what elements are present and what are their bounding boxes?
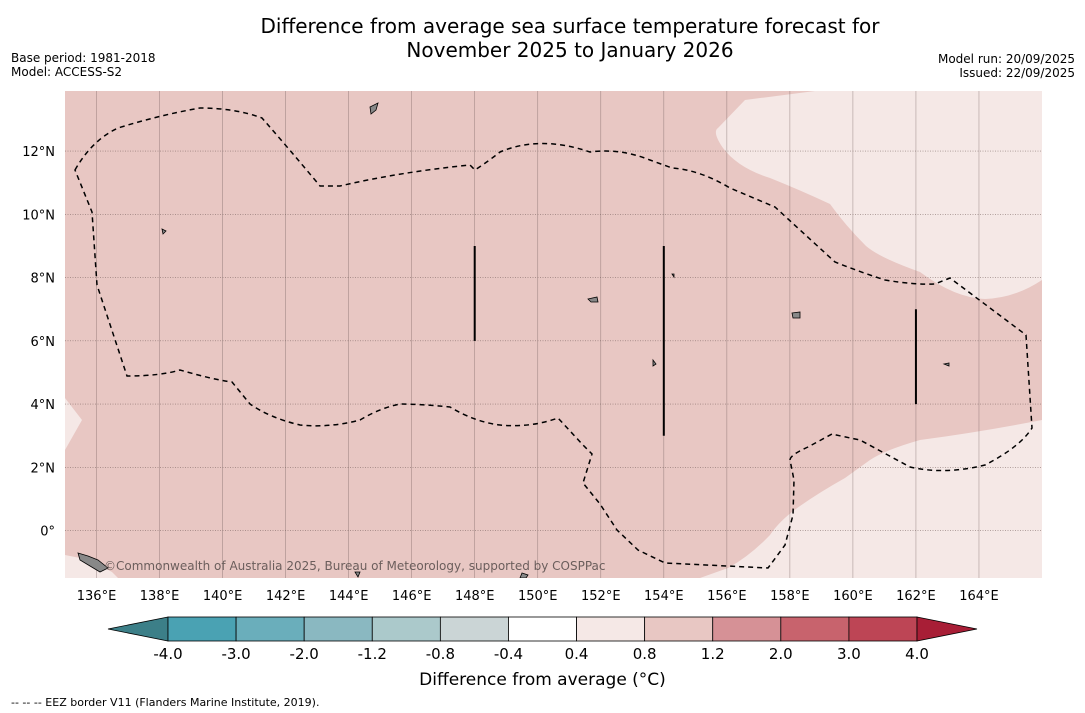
latitude-tick-label: 8°N bbox=[31, 272, 56, 287]
latitude-tick-label: 6°N bbox=[31, 335, 56, 350]
colorbar-bin bbox=[780, 616, 850, 642]
colorbar-bin bbox=[644, 616, 714, 642]
anomaly-region-0-4-to-0-8-west bbox=[65, 398, 82, 450]
meta-left: Base period: 1981-2018 Model: ACCESS-S2 bbox=[11, 51, 156, 79]
colorbar-tick-label: -3.0 bbox=[221, 645, 250, 663]
island-manus bbox=[519, 572, 529, 578]
latitude-axis-labels: 12°N 10°N 8°N 6°N 4°N 2°N 0° bbox=[22, 145, 55, 539]
colorbar-bin bbox=[167, 616, 237, 642]
island-pohnpei bbox=[791, 311, 801, 319]
island-small-1 bbox=[671, 273, 675, 279]
longitude-tick-label: 138°E bbox=[140, 589, 180, 604]
model-run-text: Model run: 20/09/2025 bbox=[937, 52, 1075, 66]
colorbar-tick-label: -0.8 bbox=[426, 645, 455, 663]
latitude-tick-label: 2°N bbox=[31, 461, 56, 476]
longitude-tick-label: 152°E bbox=[581, 589, 621, 604]
colorbar-tick-label: -4.0 bbox=[153, 645, 182, 663]
colorbar-extend-low bbox=[107, 616, 169, 642]
island-kosrae bbox=[942, 362, 950, 367]
colorbar-tick-label: 3.0 bbox=[837, 645, 861, 663]
longitude-tick-label: 136°E bbox=[77, 589, 117, 604]
colorbar-bin bbox=[439, 616, 509, 642]
latitude-tick-label: 10°N bbox=[22, 208, 55, 223]
island-small-3 bbox=[354, 571, 361, 578]
colorbar-bin bbox=[508, 616, 577, 642]
eez-footnote: -- -- -- EEZ border V11 (Flanders Marine… bbox=[11, 696, 320, 709]
colorbar-bin bbox=[848, 616, 918, 642]
anomaly-field bbox=[65, 91, 1042, 578]
map-title-line-1: Difference from average sea surface temp… bbox=[260, 14, 880, 38]
colorbar-tick-label: 0.8 bbox=[633, 645, 657, 663]
map-title-line-2: November 2025 to January 2026 bbox=[406, 38, 734, 62]
colorbar-bin bbox=[235, 616, 305, 642]
island-ngulu bbox=[369, 102, 379, 115]
colorbar-bin bbox=[303, 616, 373, 642]
longitude-tick-label: 158°E bbox=[770, 589, 810, 604]
latitude-tick-label: 4°N bbox=[31, 398, 56, 413]
longitude-tick-label: 140°E bbox=[203, 589, 243, 604]
longitude-axis-labels: 136°E 138°E 140°E 142°E 144°E 146°E 148°E 150°E… bbox=[77, 589, 999, 604]
colorbar-tick-label: -2.0 bbox=[290, 645, 319, 663]
island-ulithi bbox=[161, 228, 167, 235]
issued-text: Issued: 22/09/2025 bbox=[959, 66, 1075, 80]
longitude-tick-label: 160°E bbox=[833, 589, 873, 604]
island-small-2 bbox=[652, 358, 657, 367]
longitude-tick-label: 148°E bbox=[455, 589, 495, 604]
base-period-text: Base period: 1981-2018 bbox=[11, 51, 156, 65]
longitude-tick-label: 144°E bbox=[329, 589, 369, 604]
colorbar-tick-labels: -4.0 -3.0 -2.0 -1.2 -0.8 -0.4 0.4 0.8 1.2 2.0 3.0 4… bbox=[153, 645, 929, 663]
colorbar-tick-label: -1.2 bbox=[358, 645, 387, 663]
colorbar-title: Difference from average (°C) bbox=[419, 670, 666, 690]
colorbar-tick-label: 0.4 bbox=[565, 645, 589, 663]
longitude-tick-label: 150°E bbox=[518, 589, 558, 604]
longitude-tick-label: 162°E bbox=[896, 589, 936, 604]
colorbar-tick-label: 2.0 bbox=[769, 645, 793, 663]
colorbar-bin bbox=[371, 616, 441, 642]
colorbar bbox=[107, 616, 978, 642]
latitude-tick-label: 0° bbox=[40, 525, 55, 540]
island-chuuk bbox=[587, 296, 599, 303]
eez-border-dashed bbox=[74, 107, 1033, 569]
eez-boundary bbox=[74, 107, 1033, 569]
longitude-tick-label: 146°E bbox=[392, 589, 432, 604]
copyright-credit: ©Commonwealth of Australia 2025, Bureau … bbox=[104, 559, 606, 573]
map-title: Difference from average sea surface temp… bbox=[0, 14, 1085, 62]
anomaly-region-0-4-to-0-8-northeast bbox=[715, 91, 1042, 299]
colorbar-bin bbox=[712, 616, 782, 642]
colorbar-tick-label: 1.2 bbox=[701, 645, 725, 663]
colorbar-extend-high bbox=[916, 616, 978, 642]
longitude-tick-label: 154°E bbox=[644, 589, 684, 604]
longitude-tick-label: 156°E bbox=[707, 589, 747, 604]
latitude-tick-label: 12°N bbox=[22, 145, 55, 160]
island-new-guinea-tip bbox=[77, 552, 109, 573]
longitude-tick-label: 142°E bbox=[266, 589, 306, 604]
model-text: Model: ACCESS-S2 bbox=[11, 65, 123, 79]
land-features bbox=[77, 102, 950, 578]
longitude-tick-label: 164°E bbox=[959, 589, 999, 604]
colorbar-bin bbox=[576, 616, 646, 642]
colorbar-tick-label: -0.4 bbox=[494, 645, 523, 663]
colorbar-tick-label: 4.0 bbox=[905, 645, 929, 663]
meta-right: Model run: 20/09/2025 Issued: 22/09/2025 bbox=[938, 52, 1075, 80]
anomaly-region-0-4-to-0-8-southeast bbox=[700, 420, 1042, 578]
